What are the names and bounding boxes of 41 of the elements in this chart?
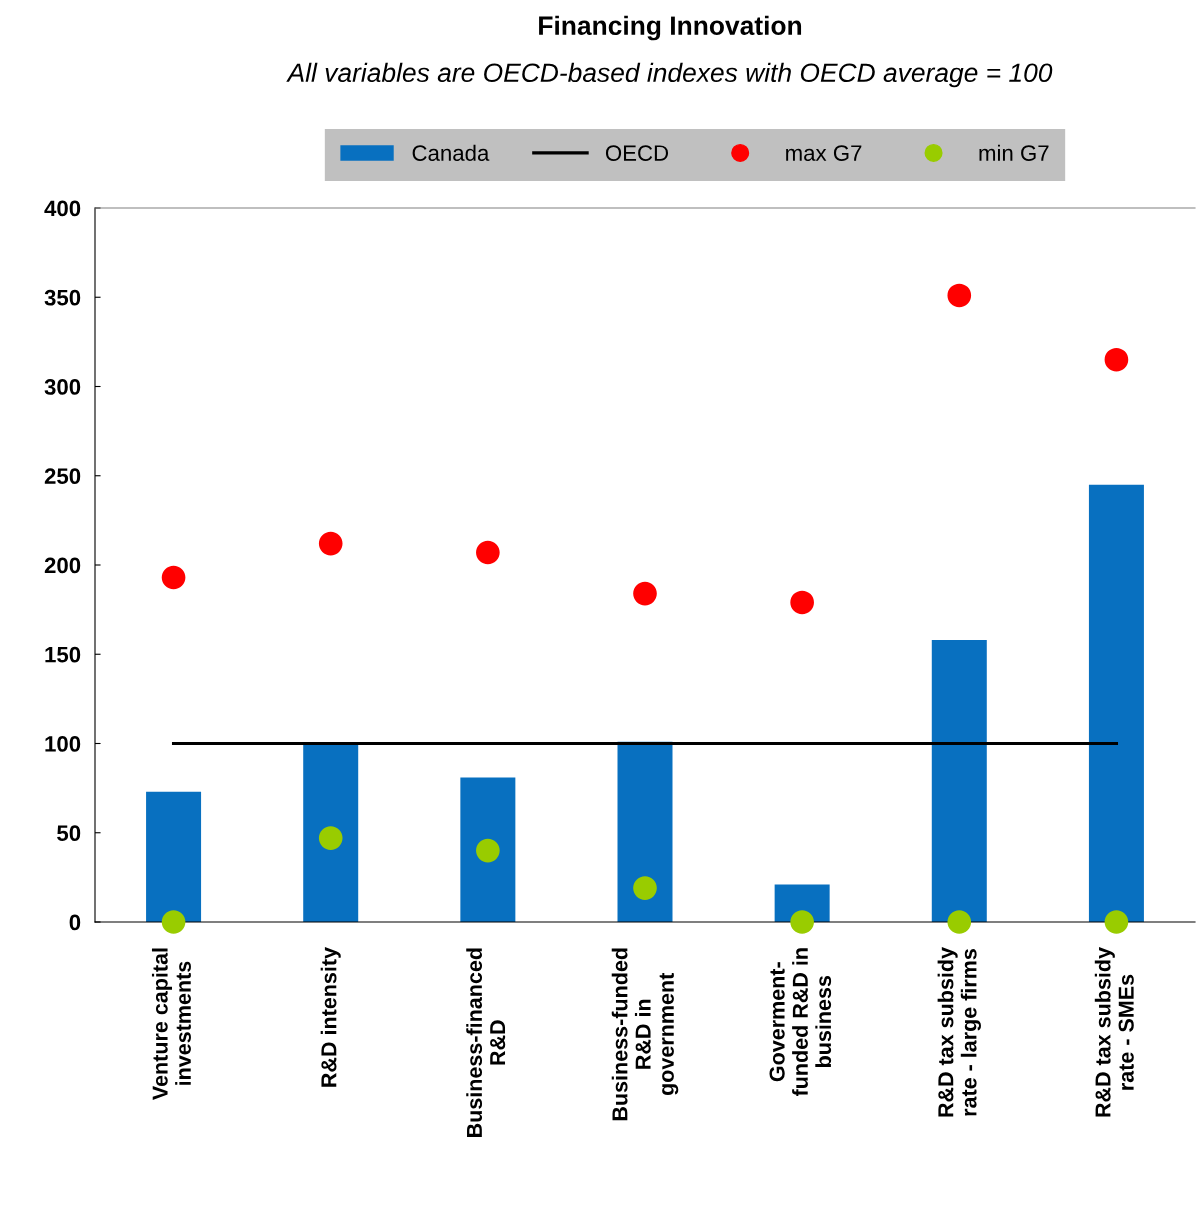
y-tick-label: 400	[44, 200, 81, 217]
point	[790, 590, 814, 615]
bar	[303, 743, 359, 922]
x-tick-label: Goverment- funded R&D in business	[769, 948, 832, 1097]
point	[790, 910, 814, 934]
y-tick-label: 250	[44, 468, 81, 485]
y-tick-label: 100	[45, 736, 81, 752]
point	[633, 876, 657, 900]
y-tick-label: 300	[44, 379, 81, 395]
x-tick-label: Venture capital investments	[151, 948, 191, 1100]
point	[633, 581, 657, 606]
legend-label: OECD	[605, 145, 669, 161]
x-tick-label: R&D tax subsidy rate - SMEs	[1094, 947, 1134, 1117]
bar	[460, 777, 516, 922]
point	[161, 565, 186, 590]
legend-label: min G7	[979, 144, 1049, 161]
point	[1104, 910, 1129, 934]
bar	[931, 639, 987, 922]
x-tick-label: Business-financed R&D	[466, 948, 506, 1137]
x-tick-label: R&D intensity	[320, 947, 341, 1087]
y-tick-label: 0	[69, 914, 81, 931]
legend-label: Canada	[412, 144, 490, 161]
legend-label: max G7	[786, 145, 862, 161]
bar	[1088, 484, 1144, 922]
y-tick-label: 350	[44, 289, 81, 306]
point	[318, 531, 343, 556]
bar	[146, 791, 202, 922]
y-tick-label: 50	[57, 825, 81, 842]
x-tick-label: Business-funded R&D in government	[611, 948, 679, 1121]
chart-subtitle: All variables are OECD-based indexes with OECD average = 100	[286, 62, 1053, 88]
chart-title: Financing Innovation	[539, 15, 802, 41]
point	[947, 910, 972, 934]
x-tick-label: R&D tax subsidy rate - large firms	[937, 947, 981, 1117]
point	[476, 540, 500, 565]
y-tick-label: 150	[45, 646, 81, 663]
point	[947, 283, 972, 308]
point	[161, 910, 186, 934]
point	[476, 838, 500, 863]
point	[318, 826, 343, 850]
y-tick-label: 200	[44, 557, 81, 574]
point	[1104, 347, 1129, 372]
